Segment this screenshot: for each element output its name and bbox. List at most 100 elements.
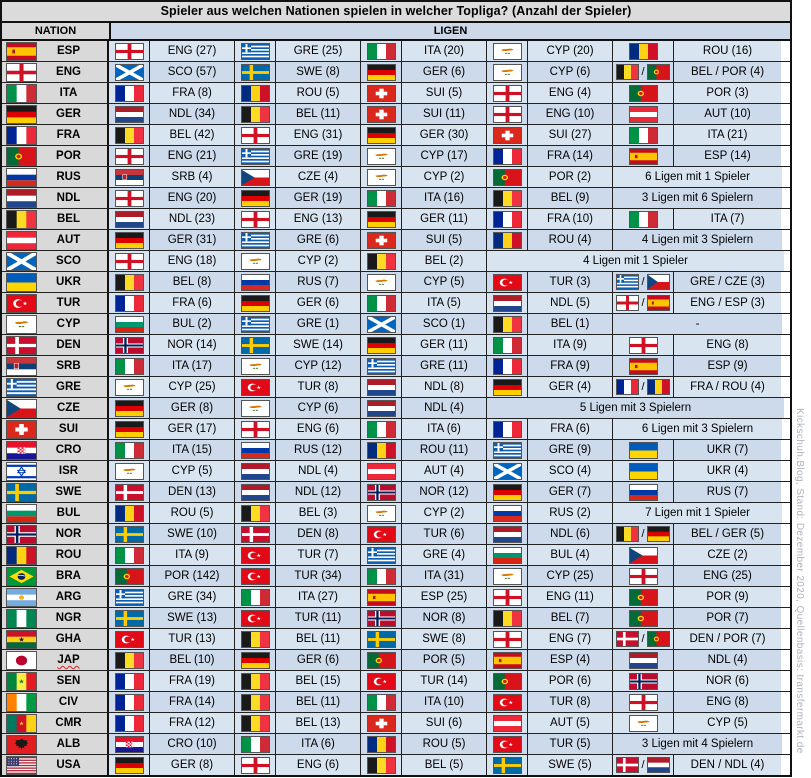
bel-flag-icon [241,673,269,689]
tur-flag-icon [493,274,521,290]
fra-flag-icon [115,295,143,311]
ukr-flag-icon [629,442,657,458]
league-count-label: GRE (19) [276,146,361,166]
table-row: DEN NOR (14) SWE (14) GER (11) ITA (9) ENG (8… [2,335,790,356]
league-count-label: POR (6) [528,671,613,691]
league-flag-cell [109,671,150,691]
nation-cell: CRO [2,440,109,460]
ndl-flag-icon [241,463,269,479]
league-count-label: GER (6) [276,650,361,670]
tur-flag-icon [241,610,269,626]
league-flag-cell: / [613,62,674,82]
league-flag-cell [109,587,150,607]
cmr-flag-icon [7,714,36,732]
eng-flag-icon [493,589,521,605]
bel-flag-icon [493,190,521,206]
rou-flag-icon [367,736,395,752]
league-flag-cell [109,566,150,586]
league-flag-cell [487,545,528,565]
league-count-label: CYP (6) [276,398,361,418]
league-flag-cell [613,482,674,502]
league-count-label: ENG (7) [528,629,613,649]
league-count-label: RUS (7) [674,482,781,502]
league-flag-cell [487,83,528,103]
league-flag-cell [361,566,402,586]
league-flag-cell [361,650,402,670]
ndl-flag-icon [629,652,657,668]
league-count-label: GRE / CZE (3) [674,272,781,292]
league-count-label: GER (31) [150,230,235,250]
league-count-label: FRA (14) [528,146,613,166]
league-flag-cell [613,461,674,481]
aut-flag-icon [629,106,657,122]
league-count-label: ENG / ESP (3) [674,293,781,313]
srb-flag-icon [115,169,143,185]
nation-cell: GHA [2,629,109,649]
ger-flag-icon [7,105,36,123]
eng-flag-icon [115,43,143,59]
den-flag-icon [617,632,639,646]
league-count-label: NDL (4) [402,398,487,418]
league-count-label: ESP (9) [674,356,781,376]
bel-flag-icon [617,527,639,541]
cze-flag-icon [629,547,657,563]
table-row: NGR SWE (13) TUR (11) NOR (8) BEL (7) POR (7) [2,608,790,629]
league-count-label: CYP (25) [528,566,613,586]
rus-flag-icon [241,442,269,458]
league-count-label: ITA (31) [402,566,487,586]
league-flag-cell [613,608,674,628]
cyp-flag-icon [367,148,395,164]
nation-code: ENG [56,66,81,78]
league-flag-cell [613,335,674,355]
swe-flag-icon [241,64,269,80]
table-body: ESP ENG (27) GRE (25) ITA (20) CYP (20) ROU (… [2,41,790,775]
por-flag-icon [647,632,669,646]
league-count-label: NDL (6) [528,524,613,544]
league-flag-cell [361,62,402,82]
league-flag-cell [361,41,402,61]
rou-flag-icon [115,505,143,521]
league-flag-cell [361,692,402,712]
ger-flag-icon [367,127,395,143]
league-flag-cell [361,125,402,145]
league-count-label: TUR (11) [276,608,361,628]
league-flag-cell [109,167,150,187]
league-count-label: GER (30) [402,125,487,145]
league-flag-cell [235,314,276,334]
league-flag-cell [235,692,276,712]
league-flag-cell [109,482,150,502]
aut-flag-icon [367,463,395,479]
eng-flag-icon [617,296,639,310]
note-cell: 3 Ligen mit 6 Spielern [613,188,782,208]
league-count-label: UKR (7) [674,440,781,460]
league-count-label: SWE (14) [276,335,361,355]
rus-flag-icon [241,274,269,290]
league-flag-cell [487,314,528,334]
league-count-label: POR (2) [528,167,613,187]
league-flag-cell [109,125,150,145]
bel-flag-icon [241,505,269,521]
league-count-label: ENG (6) [276,419,361,439]
rou-flag-icon [493,232,521,248]
league-count-label: ITA (20) [402,41,487,61]
league-flag-cell [361,251,402,271]
table-row: SEN FRA (19) BEL (15) TUR (14) POR (6) NOR (6… [2,671,790,692]
league-count-label: CYP (2) [402,503,487,523]
league-count-label: GRE (25) [276,41,361,61]
flag-separator: / [641,528,645,540]
league-count-label: GRE (34) [150,587,235,607]
league-count-label: BEL (42) [150,125,235,145]
league-flag-cell [235,83,276,103]
flag-separator: / [641,66,645,78]
note-cell: 6 Ligen mit 3 Spielern [613,419,782,439]
ita-flag-icon [367,43,395,59]
league-flag-cell: / [613,524,674,544]
league-count-label: TUR (14) [402,671,487,691]
bel-flag-icon [367,253,395,269]
rou-flag-icon [367,442,395,458]
cyp-flag-icon [493,568,521,584]
gre-flag-icon [367,547,395,563]
table-row: SUI GER (17) ENG (6) ITA (6) FRA (6) 6 Ligen … [2,419,790,440]
league-count-label: BEL / GER (5) [674,524,781,544]
esp-flag-icon [647,296,669,310]
